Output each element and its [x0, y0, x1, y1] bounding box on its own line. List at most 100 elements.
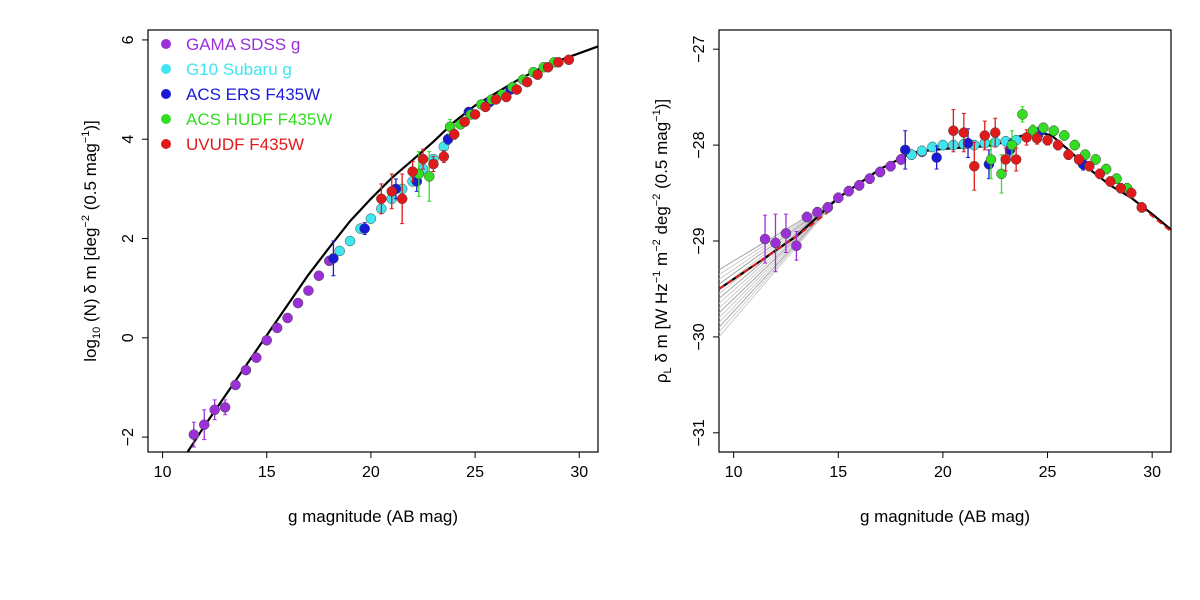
- right-data-point: [780, 228, 792, 239]
- left-data-point: [359, 223, 370, 234]
- legend-marker-acs-ers: [161, 89, 171, 99]
- legend: GAMA SDSS g G10 Subaru g ACS ERS F435W A…: [161, 35, 332, 154]
- left-data-point: [428, 158, 439, 170]
- right-red-extrapolation: [719, 211, 829, 290]
- right-data-point: [885, 160, 896, 172]
- right-data-point: [1105, 176, 1116, 187]
- left-data-point: [209, 404, 220, 416]
- right-x-tick-label: 25: [1039, 464, 1057, 481]
- legend-marker-g10: [161, 64, 171, 74]
- left-data-point: [511, 84, 522, 95]
- right-data-point: [1000, 154, 1011, 165]
- right-axes: 10 15 20 25 30 −31 −30 −29 −28 −27: [691, 36, 1161, 481]
- right-data-point: [759, 233, 771, 245]
- left-data-point: [313, 270, 325, 282]
- left-data-point: [490, 94, 502, 105]
- left-y-tick-label: 0: [120, 333, 137, 342]
- right-data-point: [1042, 135, 1053, 146]
- right-data-point: [958, 127, 970, 138]
- right-data-point: [1052, 139, 1064, 151]
- left-data-point: [501, 91, 512, 103]
- right-data-point: [985, 154, 997, 165]
- left-data-points: [188, 54, 575, 448]
- left-data-point: [449, 129, 460, 140]
- left-data-point: [438, 151, 450, 162]
- right-data-point: [948, 125, 959, 136]
- right-data-point: [1048, 125, 1060, 136]
- right-data-point: [937, 139, 949, 151]
- left-data-point: [188, 429, 200, 440]
- right-y-tick-label: −29: [691, 227, 708, 254]
- right-data-point: [1038, 122, 1049, 134]
- right-data-point: [996, 168, 1007, 180]
- left-plot-frame: [147, 29, 599, 453]
- left-data-point: [240, 364, 252, 376]
- left-data-point: [303, 285, 314, 296]
- right-y-axis-title: ρL δ m [W Hz−1 m−2 deg−2 (0.5 mag−1)]: [651, 99, 674, 383]
- left-data-point: [328, 253, 339, 264]
- right-data-point: [1031, 133, 1043, 144]
- legend-label-gama: GAMA SDSS g: [186, 35, 300, 54]
- legend-marker-acs-hudf: [161, 114, 171, 124]
- right-data-point: [874, 166, 886, 178]
- left-data-point: [407, 166, 418, 177]
- legend-item-gama: GAMA SDSS g: [161, 35, 300, 54]
- right-data-point: [770, 237, 781, 249]
- right-data-point: [1010, 154, 1022, 165]
- left-data-point: [365, 213, 377, 224]
- left-y-tick-label: −2: [120, 428, 137, 446]
- right-fan-line: [719, 197, 839, 338]
- right-data-point: [1125, 187, 1137, 199]
- left-x-tick-label: 30: [570, 464, 588, 481]
- right-data-point: [969, 160, 980, 172]
- left-y-tick-label: 6: [120, 35, 137, 44]
- right-data-point: [962, 137, 974, 149]
- left-data-point: [424, 171, 435, 182]
- left-fit-layer: [186, 45, 598, 452]
- right-data-point: [801, 211, 813, 223]
- left-data-point: [386, 186, 397, 197]
- right-y-tick-label: −31: [691, 419, 708, 446]
- left-data-point: [396, 193, 408, 205]
- right-data-point: [1017, 109, 1028, 120]
- legend-item-uvudf: UVUDF F435W: [161, 135, 304, 154]
- left-axes: 10 15 20 25 30 −2 0 2 4 6: [120, 35, 588, 481]
- left-data-point: [521, 76, 533, 88]
- right-data-point: [1115, 183, 1127, 194]
- right-data-point: [989, 127, 1001, 138]
- left-data-point: [459, 116, 470, 128]
- left-data-point: [199, 419, 210, 430]
- left-data-point: [469, 109, 481, 120]
- right-red-extrapolation: [1141, 206, 1171, 233]
- left-x-tick-label: 15: [258, 464, 276, 481]
- right-data-point: [812, 206, 823, 218]
- right-data-point: [1073, 154, 1085, 165]
- legend-marker-uvudf: [161, 139, 171, 149]
- right-panel: 10 15 20 25 30 −31 −30 −29 −28 −27 g magnitude (A…: [651, 29, 1172, 526]
- left-panel: 10 15 20 25 30 −2 0 2 4 6 g magnitude (AB mag) lo…: [80, 29, 599, 526]
- legend-item-acs-hudf: ACS HUDF F435W: [161, 110, 332, 129]
- left-data-point: [230, 379, 241, 391]
- left-y-axis-title: log10 (N) δ m [deg−2 (0.5 mag−1)]: [80, 120, 103, 361]
- left-data-point: [376, 193, 387, 205]
- right-data-point: [1084, 160, 1095, 172]
- legend-label-uvudf: UVUDF F435W: [186, 135, 304, 154]
- left-data-point: [542, 61, 554, 73]
- left-data-point: [553, 57, 564, 68]
- right-data-point: [833, 192, 844, 204]
- right-x-tick-label: 20: [934, 464, 952, 481]
- left-data-point: [334, 245, 345, 257]
- left-x-tick-label: 25: [466, 464, 484, 481]
- left-x-axis-title: g magnitude (AB mag): [288, 507, 458, 526]
- right-data-point: [791, 240, 802, 252]
- right-data-point: [1136, 202, 1147, 213]
- left-data-point: [480, 101, 491, 113]
- right-data-point: [843, 185, 854, 197]
- right-fan-line: [719, 197, 839, 319]
- right-data-point: [1059, 130, 1070, 141]
- legend-item-acs-ers: ACS ERS F435W: [161, 85, 320, 104]
- left-x-tick-label: 10: [154, 464, 172, 481]
- left-data-point: [563, 54, 575, 66]
- left-data-point: [532, 69, 543, 80]
